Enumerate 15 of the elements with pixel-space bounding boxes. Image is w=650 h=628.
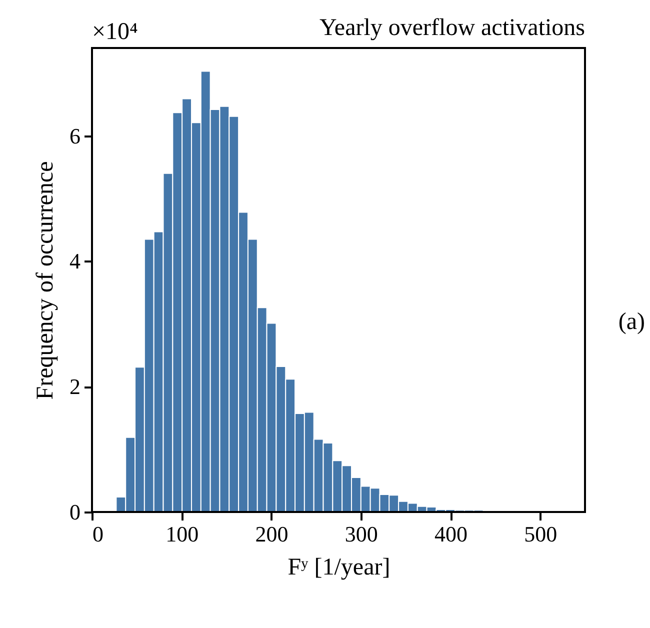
x-tick-label: 200 — [255, 522, 288, 546]
x-tick-label: 400 — [434, 522, 468, 546]
y-tick-label: 0 — [70, 500, 80, 524]
y-tick-label: 6 — [70, 123, 80, 148]
y-tick-label: 2 — [70, 374, 80, 400]
x-tick-label: 500 — [524, 522, 558, 546]
y-tick-label: 4 — [70, 248, 80, 274]
x-tick-label: 0 — [92, 522, 104, 546]
text: (a) — [618, 308, 645, 335]
x-tick-label: 300 — [344, 522, 378, 546]
x-tick-label: 100 — [166, 522, 199, 546]
x-axis-title: Fʸ [1/year] — [288, 554, 390, 580]
chart-title: Yearly overflow activations — [320, 15, 585, 41]
y-axis-title: Frequency of occurrence — [32, 161, 58, 400]
text: ×10⁴ — [92, 19, 138, 45]
